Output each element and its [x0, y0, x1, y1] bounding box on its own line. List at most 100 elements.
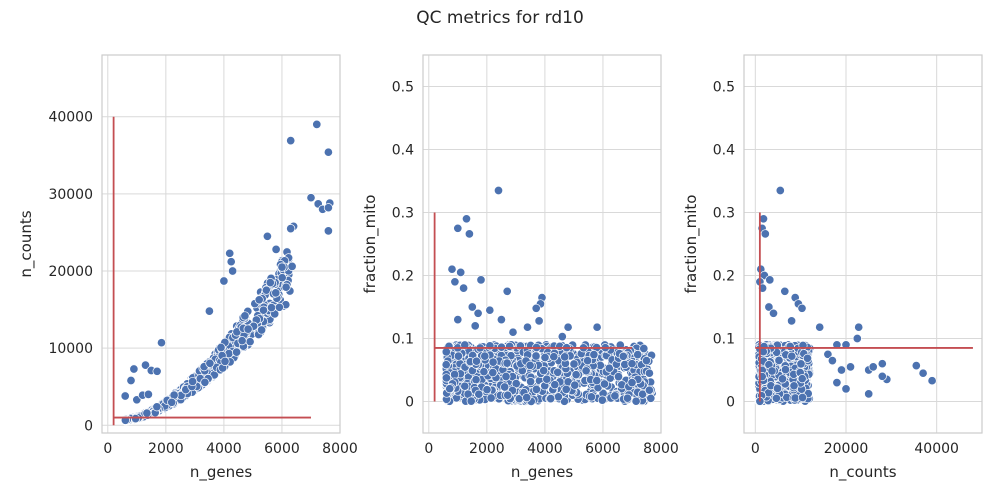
data-point — [557, 332, 567, 342]
data-point — [586, 392, 596, 402]
x-tick-label: 2000 — [148, 441, 184, 457]
data-point — [254, 295, 264, 305]
data-point — [460, 381, 470, 391]
data-point — [772, 383, 783, 393]
data-point — [526, 377, 536, 387]
data-point — [561, 384, 571, 394]
data-point — [531, 384, 541, 394]
data-point — [219, 276, 229, 286]
data-point — [780, 365, 791, 375]
data-point — [785, 341, 795, 352]
y-tick-label: 0.2 — [713, 269, 735, 285]
data-point — [450, 369, 460, 380]
x-tick-label: 8000 — [322, 441, 358, 457]
figure-title: QC metrics for rd10 — [416, 8, 584, 28]
data-point — [323, 226, 333, 236]
x-tick-label: 4000 — [527, 441, 563, 457]
data-point — [644, 368, 654, 378]
data-point — [583, 356, 593, 366]
data-point — [531, 351, 541, 361]
points-layer — [120, 119, 335, 426]
data-point — [226, 257, 236, 267]
data-point — [453, 351, 463, 361]
data-point — [480, 351, 490, 361]
x-axis-label: n_genes — [511, 463, 573, 482]
data-point — [511, 379, 521, 389]
x-tick-label: 0 — [424, 441, 433, 457]
data-point — [262, 231, 272, 241]
data-point — [760, 229, 770, 239]
data-point — [501, 371, 511, 382]
data-point — [633, 350, 643, 360]
data-point — [323, 203, 333, 213]
data-point — [531, 303, 541, 313]
data-point — [841, 384, 851, 394]
data-point — [563, 322, 573, 332]
data-point — [505, 341, 515, 351]
data-point — [571, 370, 581, 380]
data-point — [767, 366, 777, 376]
data-point — [592, 322, 602, 332]
data-point — [441, 373, 451, 383]
data-point — [553, 392, 563, 402]
data-point — [918, 368, 928, 378]
data-point — [787, 351, 797, 361]
data-point — [627, 378, 637, 388]
data-point — [323, 147, 333, 157]
data-point — [243, 324, 253, 334]
data-point — [597, 395, 607, 405]
data-point — [271, 288, 281, 298]
y-tick-label: 0.3 — [713, 206, 735, 222]
data-point — [216, 342, 226, 353]
y-axis-label: fraction_mito — [682, 195, 701, 294]
data-point — [140, 360, 151, 370]
data-point — [560, 352, 570, 362]
y-tick-label: 0 — [405, 395, 414, 411]
data-point — [131, 414, 141, 424]
data-point — [261, 285, 271, 295]
data-point — [534, 316, 544, 326]
data-point — [540, 352, 550, 363]
data-point — [797, 303, 807, 313]
data-point — [589, 350, 599, 360]
data-point — [277, 273, 287, 283]
data-point — [453, 315, 463, 325]
data-point — [205, 358, 215, 368]
x-tick-label: 2000 — [469, 441, 505, 457]
data-point — [559, 396, 569, 406]
data-point — [488, 357, 498, 367]
data-point — [488, 368, 498, 378]
y-tick-label: 0.1 — [713, 332, 735, 348]
data-point — [854, 322, 864, 332]
data-point — [225, 248, 235, 258]
plot-panel-1: 0 2000 4000 6000 8000 0 10000 20000 30000 40000 n_… — [17, 54, 358, 482]
data-point — [599, 379, 610, 389]
x-tick-label: 6000 — [585, 441, 621, 457]
x-tick-label: 0 — [751, 441, 760, 457]
data-point — [277, 262, 287, 272]
data-point — [447, 264, 457, 274]
data-point — [471, 356, 482, 366]
x-tick-label: 20000 — [824, 441, 869, 457]
data-point — [771, 393, 781, 403]
data-point — [286, 136, 296, 146]
y-tick-label: 0.4 — [392, 143, 414, 159]
data-point — [271, 244, 281, 254]
data-point — [638, 389, 648, 399]
y-tick-label: 0.3 — [392, 206, 414, 222]
data-point — [646, 393, 656, 403]
data-point — [780, 286, 790, 296]
data-point — [553, 367, 563, 377]
y-tick-label: 0.2 — [392, 269, 414, 285]
data-point — [473, 308, 483, 318]
y-tick-label: 0.5 — [392, 80, 414, 96]
data-point — [911, 361, 921, 371]
data-point — [522, 392, 532, 403]
data-point — [631, 396, 641, 406]
data-point — [474, 389, 484, 399]
data-point — [877, 359, 887, 369]
points-layer — [441, 185, 657, 406]
data-point — [266, 303, 277, 313]
data-point — [764, 302, 774, 312]
data-point — [258, 305, 269, 315]
